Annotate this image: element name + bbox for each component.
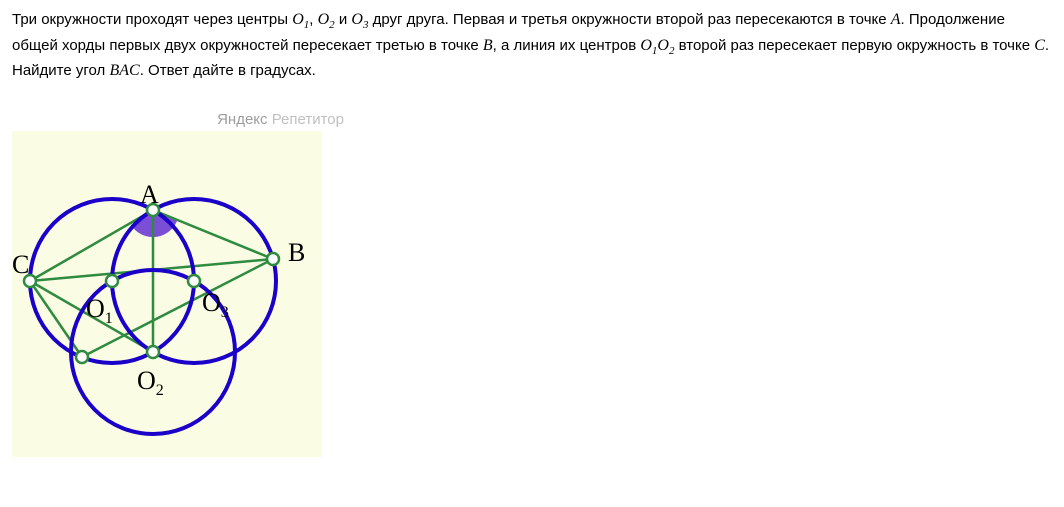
var-O1O2a: O [640,37,652,54]
label-B: B [288,233,305,272]
point-O3 [188,275,200,287]
point-O1 [106,275,118,287]
point-B [267,253,279,265]
label-O2-main: O [137,366,156,395]
label-O3: O3 [202,283,229,325]
label-O2-sub: 2 [156,382,164,399]
figure-svg [12,107,348,457]
var-O1: O [292,11,304,28]
var-C: C [1034,37,1045,54]
text-part-3: , а линия их центров [493,37,641,54]
figure-container: Яндекс Репетитор [12,107,348,457]
sep2: и [335,11,352,28]
text-part-4: второй раз пересекает первую окружность … [674,37,1034,54]
point-O2 [147,346,159,358]
sep1: , [309,11,317,28]
label-C: C [12,245,29,284]
point-P [76,351,88,363]
text-part-0: Три окружности проходят через центры [12,11,292,28]
label-O3-sub: 3 [221,304,229,321]
label-O2: O2 [137,361,164,403]
var-O2: O [318,11,330,28]
var-BAC: BAC [109,62,139,79]
var-B: B [483,37,493,54]
problem-text: Три окружности проходят через центры O1,… [12,8,1052,83]
var-O3: O [351,11,363,28]
label-O1-sub: 1 [105,310,113,327]
text-part-1: друг друга. Первая и третья окружности в… [368,11,890,28]
label-O3-main: O [202,288,221,317]
text-part-6: . Ответ дайте в градусах. [140,62,316,79]
line-AB [153,210,273,259]
label-A: A [140,175,159,214]
var-O1O2b: O [657,37,669,54]
label-O1-main: O [86,294,105,323]
label-O1: O1 [86,289,113,331]
var-A: A [891,11,901,28]
